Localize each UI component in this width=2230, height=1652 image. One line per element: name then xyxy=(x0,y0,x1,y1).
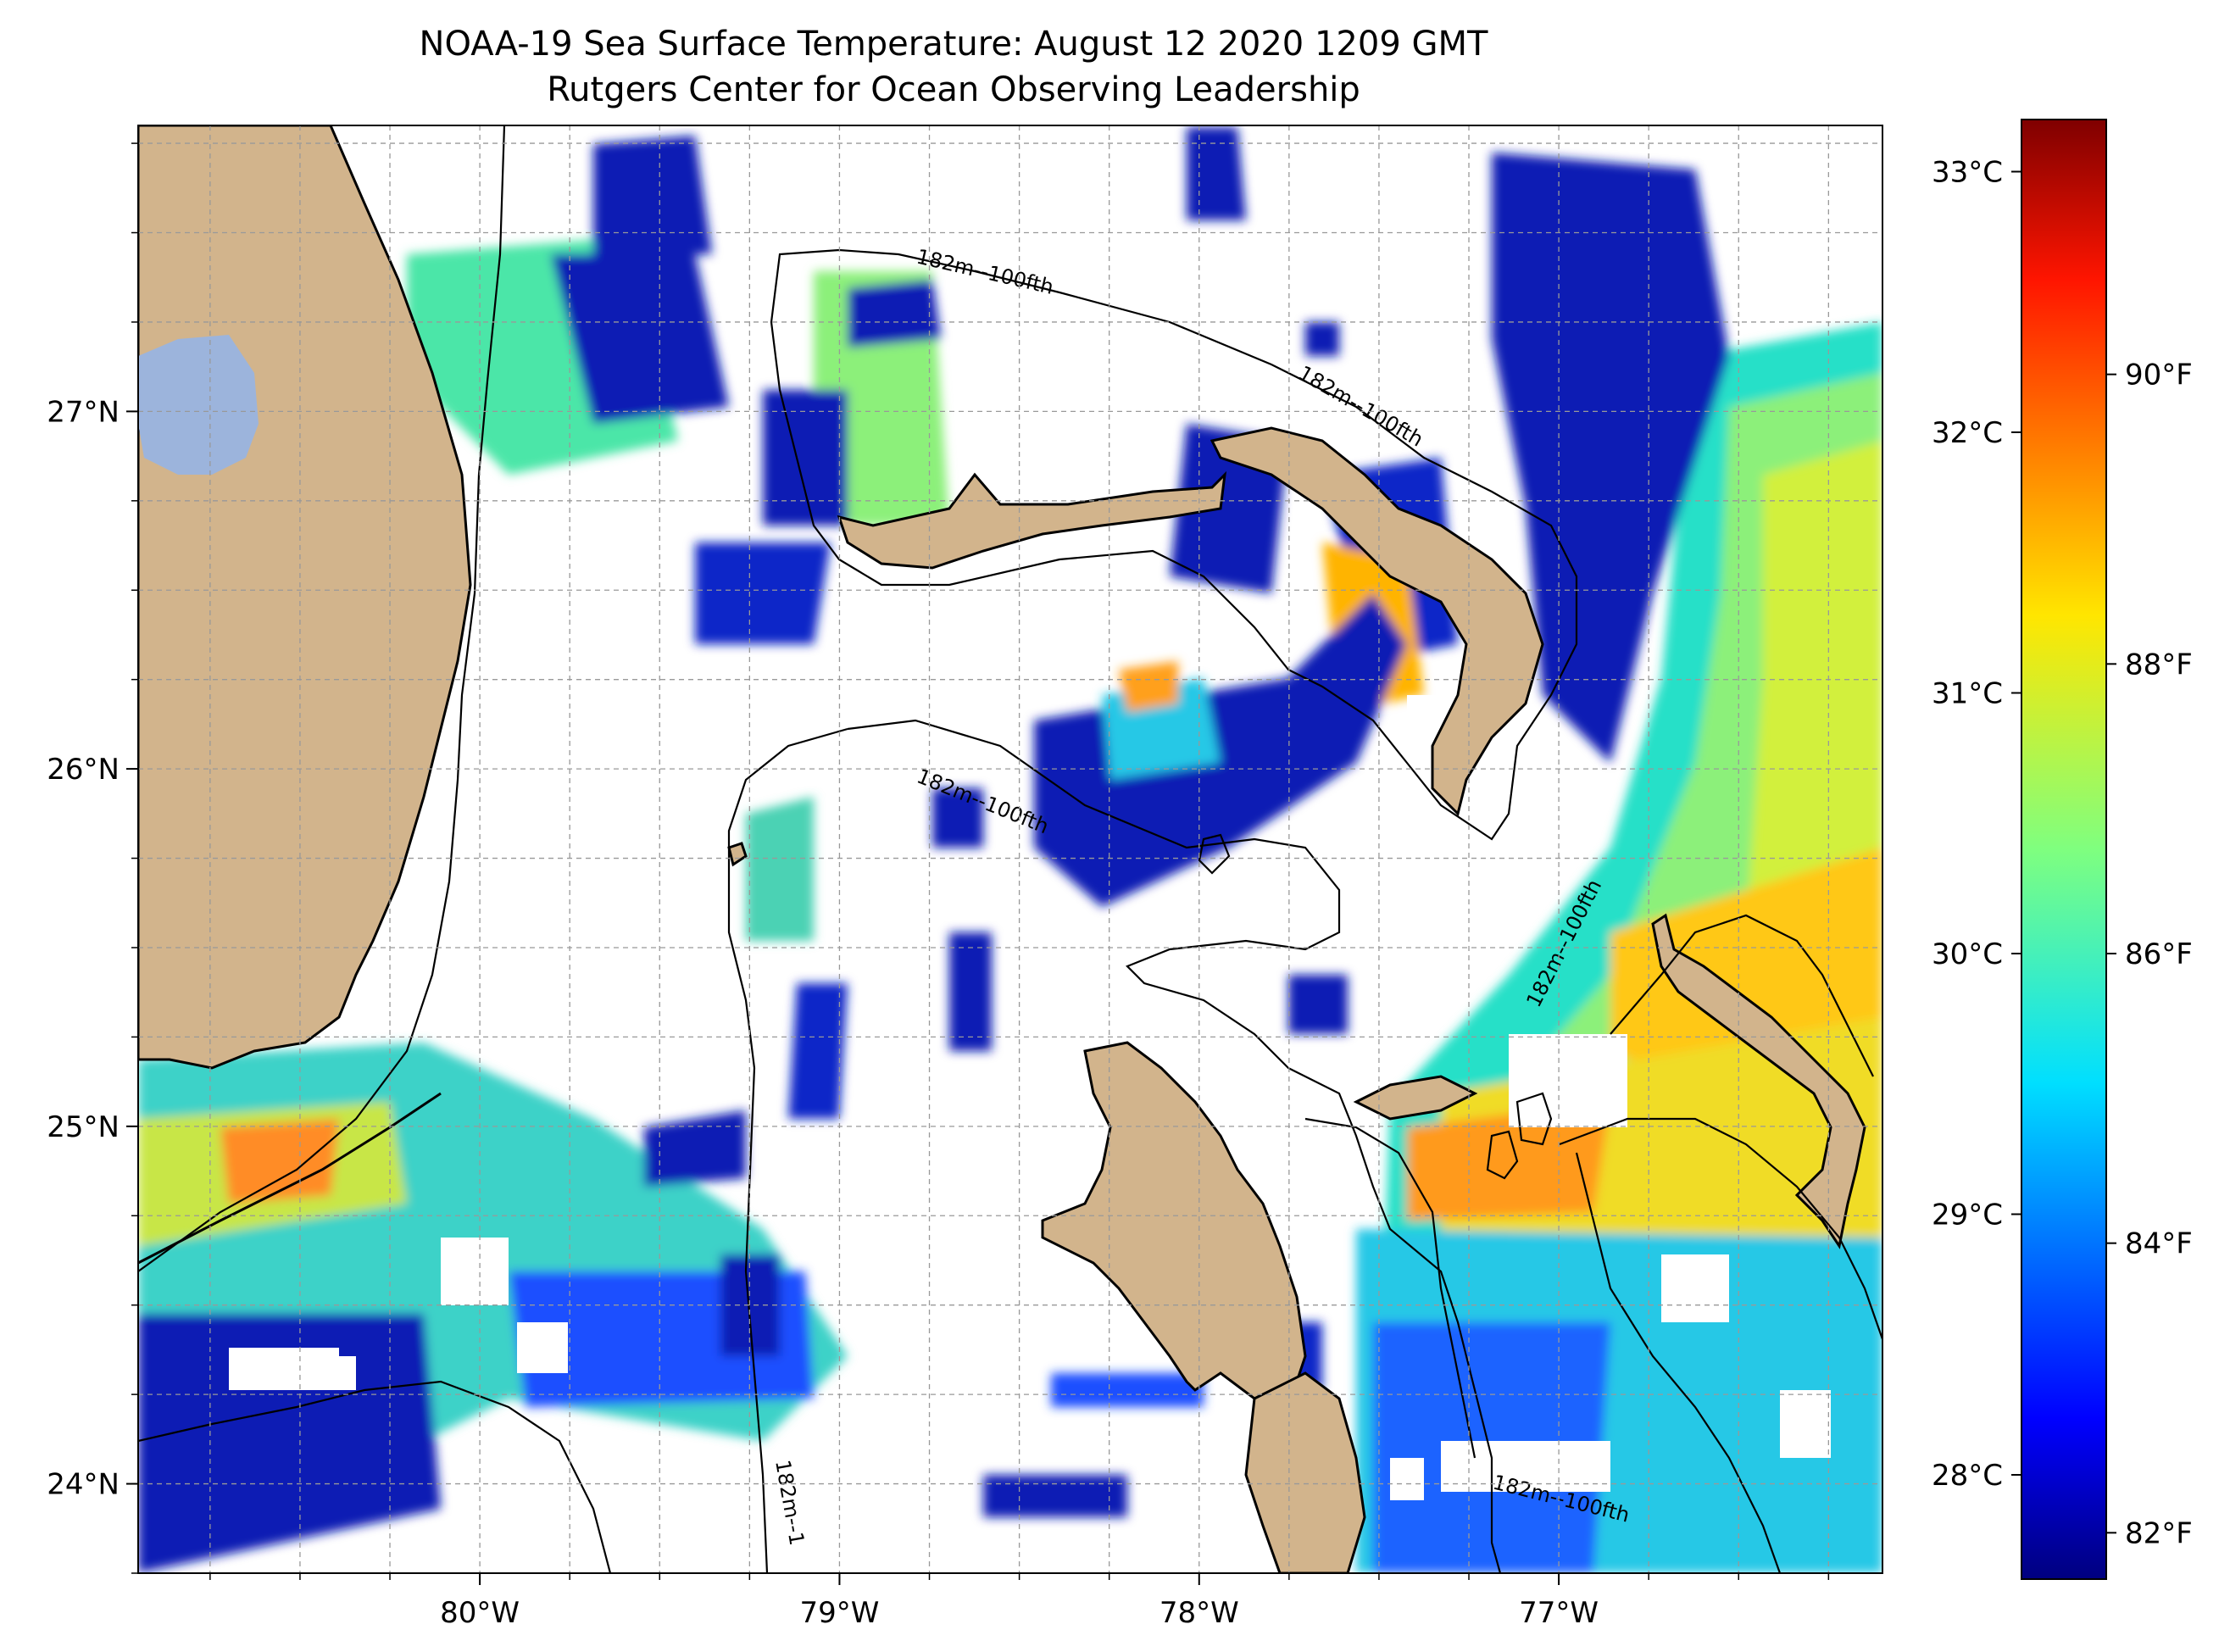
andros-land xyxy=(1041,1041,1307,1409)
lon-tick-label: 79°W xyxy=(799,1596,879,1630)
lon-tick-label: 78°W xyxy=(1159,1596,1239,1630)
colorbar-c-label: 31°C xyxy=(1932,677,2003,711)
latitude-labels: 27°N 26°N 25°N 24°N xyxy=(47,395,120,1501)
bimini-land xyxy=(727,842,748,867)
lon-tick-label: 80°W xyxy=(440,1596,520,1630)
colorbar-c-label: 32°C xyxy=(1932,416,2003,450)
longitude-labels: 80°W 79°W 78°W 77°W xyxy=(440,1596,1599,1630)
colorbar-f-label: 90°F xyxy=(2125,359,2193,392)
lat-tick-label: 24°N xyxy=(47,1468,120,1502)
gridlines xyxy=(138,125,1882,1573)
lat-tick-label: 25°N xyxy=(47,1110,120,1144)
colorbar: 33°C 32°C 31°C 30°C 29°C 28°C 90°F 88°F 86°F 84°… xyxy=(1932,119,2193,1580)
colorbar-gradient xyxy=(2021,119,2107,1580)
colorbar-c-label: 30°C xyxy=(1932,937,2003,971)
colorbar-f-label: 82°F xyxy=(2125,1516,2193,1550)
colorbar-c-label: 33°C xyxy=(1932,156,2003,190)
colorbar-f-label: 84°F xyxy=(2125,1227,2193,1261)
abaco-land xyxy=(1210,426,1544,816)
lat-tick-label: 26°N xyxy=(47,753,120,787)
colorbar-c-label: 29°C xyxy=(1932,1199,2003,1232)
lake-okeechobee xyxy=(138,335,259,475)
map-area: 182m--100fth 182m--100fth 182m--100fth 1… xyxy=(138,125,1882,1573)
map-subtitle: Rutgers Center for Ocean Observing Leade… xyxy=(547,70,1360,109)
andros-south-land xyxy=(1244,1371,1366,1573)
colorbar-f-label: 88°F xyxy=(2125,648,2193,681)
grand-bahama-land xyxy=(837,470,1227,570)
axis-ticks xyxy=(126,142,1830,1585)
map-title: NOAA-19 Sea Surface Temperature: August … xyxy=(419,25,1488,64)
colorbar-celsius-ticks: 33°C 32°C 31°C 30°C 29°C 28°C xyxy=(1932,156,2021,1493)
florida-keys xyxy=(138,1092,442,1265)
eleuthera-land xyxy=(1651,913,1866,1249)
colorbar-c-label: 28°C xyxy=(1932,1459,2003,1493)
colorbar-fahrenheit-ticks: 90°F 88°F 86°F 84°F 82°F xyxy=(2106,359,2193,1550)
colorbar-f-label: 86°F xyxy=(2125,937,2193,971)
lat-tick-label: 27°N xyxy=(47,395,120,429)
berry-islands-land xyxy=(1353,1075,1478,1121)
lon-tick-label: 77°W xyxy=(1519,1596,1599,1630)
no-data-gaps xyxy=(229,695,1831,1500)
map-frame xyxy=(137,125,1883,1574)
